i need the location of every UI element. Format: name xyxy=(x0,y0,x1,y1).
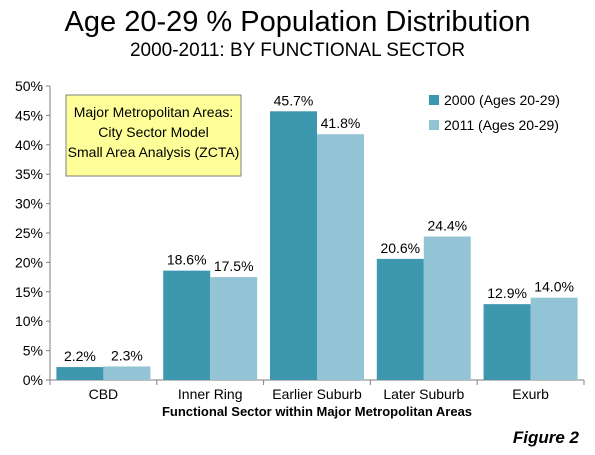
bar xyxy=(103,366,151,380)
y-tick-label: 50% xyxy=(15,78,43,94)
x-tick-label: Earlier Suburb xyxy=(272,386,362,402)
bar xyxy=(270,111,317,380)
bar xyxy=(317,134,364,380)
figure-label: Figure 2 xyxy=(512,428,579,447)
legend-entry: 2011 (Ages 20-29) xyxy=(444,117,559,133)
bar xyxy=(210,277,258,380)
bar xyxy=(163,270,211,380)
data-label: 2.3% xyxy=(111,347,143,363)
data-label: 20.6% xyxy=(380,240,420,256)
y-tick-label: 30% xyxy=(15,196,43,212)
x-tick-label: CBD xyxy=(89,386,119,402)
x-tick-label: Later Suburb xyxy=(383,386,464,402)
legend-swatch xyxy=(429,95,439,105)
y-tick-label: 0% xyxy=(23,372,43,388)
annotation-line: Major Metropolitan Areas: xyxy=(74,104,234,120)
chart-subtitle: 2000-2011: BY FUNCTIONAL SECTOR xyxy=(129,40,466,61)
bar xyxy=(483,304,531,380)
bar xyxy=(376,258,424,380)
y-tick-label: 40% xyxy=(15,137,43,153)
data-label: 45.7% xyxy=(274,92,314,108)
x-tick-label: Exurb xyxy=(512,386,549,402)
data-label: 24.4% xyxy=(427,218,467,234)
bar xyxy=(530,297,578,380)
y-tick-label: 25% xyxy=(15,225,43,241)
data-label: 41.8% xyxy=(321,115,361,131)
data-label: 2.2% xyxy=(64,348,96,364)
annotation-line: Small Area Analysis (ZCTA) xyxy=(68,144,240,160)
x-axis-title: Functional Sector within Major Metropoli… xyxy=(162,404,472,419)
y-tick-label: 20% xyxy=(15,254,43,270)
y-tick-label: 5% xyxy=(23,343,43,359)
data-label: 18.6% xyxy=(167,252,207,268)
y-tick-label: 45% xyxy=(15,107,43,123)
data-label: 12.9% xyxy=(487,285,527,301)
y-tick-label: 10% xyxy=(15,313,43,329)
y-tick-label: 35% xyxy=(15,166,43,182)
bar xyxy=(423,236,471,380)
x-tick-label: Inner Ring xyxy=(178,386,243,402)
annotation-line: City Sector Model xyxy=(98,124,208,140)
data-label: 17.5% xyxy=(214,258,254,274)
y-tick-label: 15% xyxy=(15,284,43,300)
legend-swatch xyxy=(429,120,439,130)
bar xyxy=(56,367,104,380)
legend-entry: 2000 (Ages 20-29) xyxy=(444,92,560,108)
data-label: 14.0% xyxy=(534,279,574,295)
annotation-box xyxy=(65,94,242,177)
chart-title: Age 20-29 % Population Distribution xyxy=(64,6,531,38)
